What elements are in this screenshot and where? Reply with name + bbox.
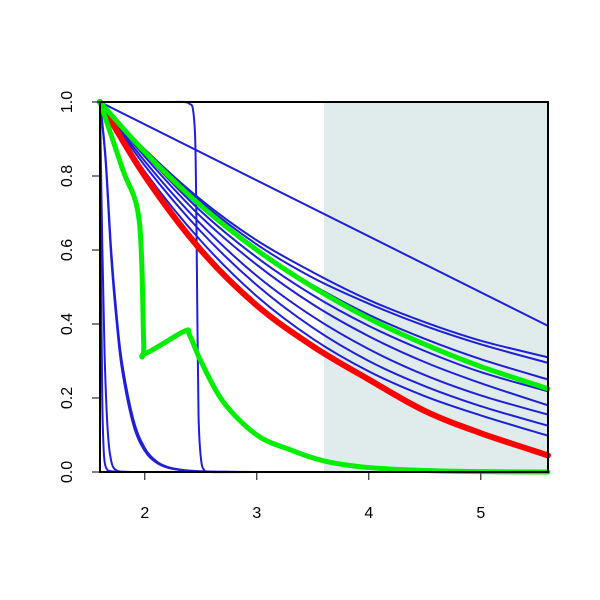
x-axis: 2 3 4 5: [140, 471, 485, 522]
series-line-6: [99, 101, 549, 407]
series-line-1: [99, 101, 549, 327]
series-line-17: [97, 99, 551, 475]
shaded-region: [324, 102, 548, 472]
series-line-9: [99, 101, 549, 437]
y-tick-label: 0.0: [59, 461, 76, 483]
x-tick-label: 2: [140, 505, 149, 522]
x-tick-label: 3: [252, 505, 261, 522]
y-tick-label: 0.6: [59, 239, 76, 261]
series-line-16: [97, 99, 551, 392]
y-axis: 0.0 0.2 0.4 0.6 0.8 1.0: [59, 91, 101, 483]
y-tick-label: 0.2: [59, 387, 76, 409]
y-tick-label: 1.0: [59, 91, 76, 113]
series-layer: [97, 99, 551, 475]
series-line-15: [97, 99, 551, 459]
x-tick-label: 4: [364, 505, 373, 522]
series-line-8: [99, 101, 549, 427]
y-tick-label: 0.4: [59, 313, 76, 335]
series-line-7: [99, 101, 549, 416]
shaded-region-layer: [324, 102, 548, 472]
y-tick-label: 0.8: [59, 165, 76, 187]
x-tick-label: 5: [476, 505, 485, 522]
